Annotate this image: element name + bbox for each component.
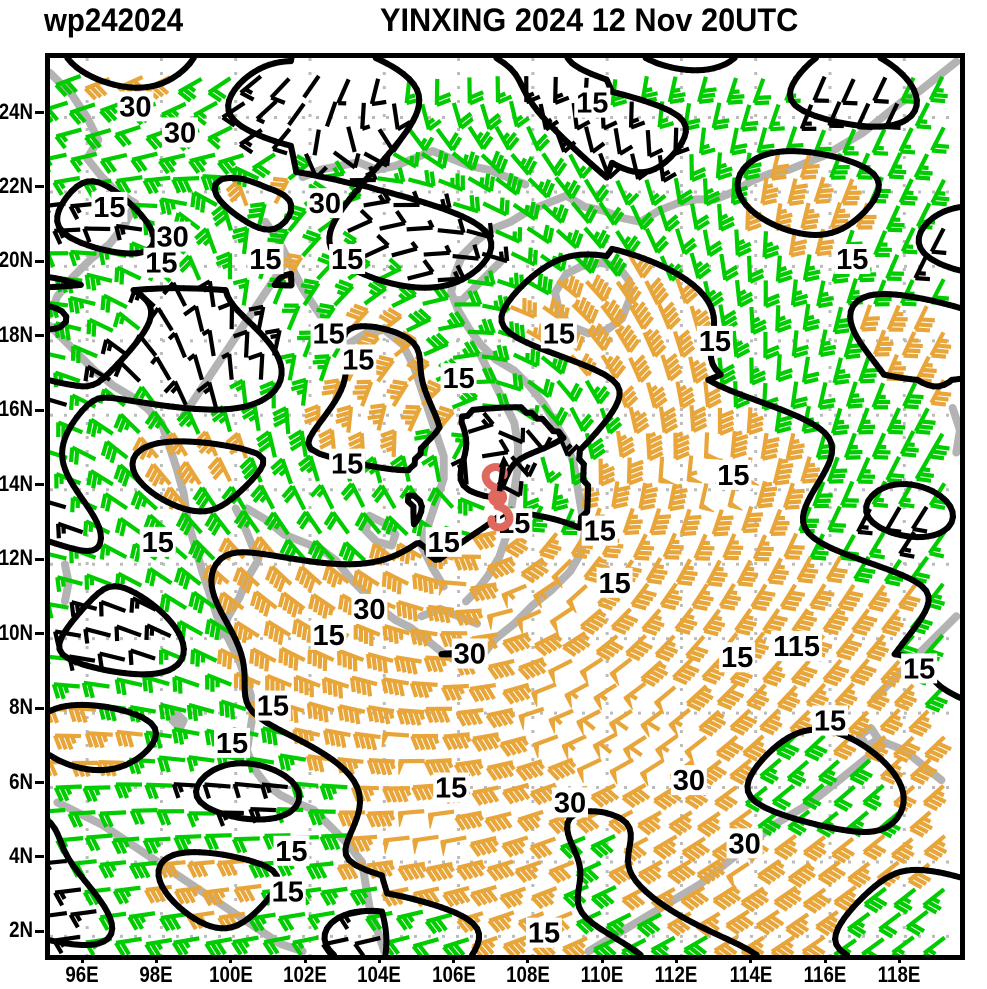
- storm-name-title: YINXING 2024 12 Nov 20UTC: [380, 2, 799, 38]
- y-tick-label-4N: 4N: [9, 842, 33, 868]
- y-tick-mark: [35, 408, 44, 412]
- x-tick-mark: [823, 955, 827, 963]
- y-tick-mark: [35, 111, 44, 115]
- x-tick-label-110E: 110E: [580, 962, 624, 987]
- y-tick-mark: [35, 929, 44, 933]
- storm-id-title: wp242024: [44, 2, 184, 38]
- x-tick-label-98E: 98E: [139, 962, 174, 987]
- y-tick-label-10N: 10N: [0, 619, 33, 645]
- x-tick-mark: [600, 955, 604, 963]
- y-tick-label-12N: 12N: [0, 545, 33, 571]
- x-tick-mark: [377, 955, 381, 963]
- x-tick-mark: [526, 955, 530, 963]
- y-tick-label-14N: 14N: [0, 470, 33, 496]
- x-tick-mark: [674, 955, 678, 963]
- y-tick-label-16N: 16N: [0, 396, 33, 422]
- y-tick-label-6N: 6N: [9, 768, 33, 794]
- x-tick-mark: [80, 955, 84, 963]
- y-tick-mark: [35, 855, 44, 859]
- isotach-contours: [50, 58, 960, 955]
- tropical-cyclone-symbol: [481, 455, 514, 532]
- y-tick-mark: [35, 557, 44, 561]
- y-tick-label-2N: 2N: [9, 917, 33, 943]
- x-tick-mark: [452, 955, 456, 963]
- x-tick-label-104E: 104E: [357, 962, 402, 987]
- x-tick-mark: [229, 955, 233, 963]
- y-tick-mark: [35, 706, 44, 710]
- x-tick-mark: [303, 955, 307, 963]
- y-tick-label-24N: 24N: [0, 98, 33, 124]
- y-tick-label-22N: 22N: [0, 172, 33, 198]
- x-tick-mark: [897, 955, 901, 963]
- x-tick-mark: [154, 955, 158, 963]
- wind-barbs: [50, 74, 952, 955]
- map-plot-area: 15 15 15 15 15 15 15 15 15 15 15 15 15 15 15 15 15 15 15 15…: [45, 53, 965, 960]
- y-tick-label-20N: 20N: [0, 247, 33, 273]
- y-tick-mark: [35, 781, 44, 784]
- x-tick-label-116E: 116E: [803, 962, 847, 987]
- y-tick-mark: [35, 185, 44, 189]
- x-tick-label-100E: 100E: [208, 962, 253, 987]
- y-tick-label-18N: 18N: [0, 321, 33, 347]
- x-tick-label-106E: 106E: [431, 962, 476, 987]
- y-tick-mark: [35, 632, 44, 636]
- y-tick-mark: [35, 259, 44, 263]
- x-tick-label-114E: 114E: [729, 962, 773, 987]
- x-tick-label-96E: 96E: [65, 962, 99, 987]
- x-tick-label-112E: 112E: [655, 962, 698, 987]
- x-tick-label-108E: 108E: [505, 962, 550, 987]
- y-tick-mark: [35, 483, 44, 487]
- x-tick-label-118E: 118E: [877, 962, 921, 987]
- x-tick-label-102E: 102E: [283, 962, 327, 987]
- x-tick-mark: [749, 955, 753, 963]
- y-tick-label-8N: 8N: [9, 694, 33, 720]
- y-tick-mark: [35, 334, 44, 338]
